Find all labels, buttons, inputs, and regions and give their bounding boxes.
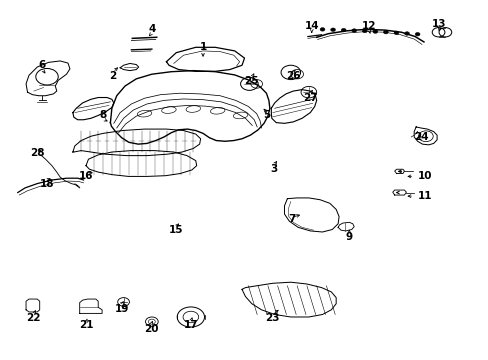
Circle shape bbox=[320, 28, 325, 31]
Text: 18: 18 bbox=[40, 179, 54, 189]
Text: 14: 14 bbox=[304, 21, 319, 31]
Text: 25: 25 bbox=[244, 76, 259, 86]
Text: 21: 21 bbox=[79, 320, 93, 330]
Text: 15: 15 bbox=[169, 225, 183, 235]
Text: 27: 27 bbox=[303, 93, 317, 103]
Circle shape bbox=[404, 32, 408, 35]
Text: 19: 19 bbox=[114, 304, 128, 314]
Text: 9: 9 bbox=[345, 232, 352, 242]
Text: 24: 24 bbox=[413, 132, 427, 142]
Text: 4: 4 bbox=[148, 24, 155, 35]
Circle shape bbox=[393, 31, 398, 35]
Circle shape bbox=[351, 29, 356, 32]
Text: 20: 20 bbox=[143, 324, 158, 334]
Circle shape bbox=[372, 30, 377, 33]
Text: 2: 2 bbox=[109, 71, 116, 81]
Text: 1: 1 bbox=[199, 42, 206, 52]
Text: 12: 12 bbox=[361, 21, 375, 31]
Circle shape bbox=[414, 32, 419, 36]
Text: 8: 8 bbox=[99, 111, 106, 121]
Text: 3: 3 bbox=[269, 164, 277, 174]
Circle shape bbox=[383, 30, 387, 34]
Text: 16: 16 bbox=[79, 171, 93, 181]
Text: 23: 23 bbox=[265, 313, 280, 323]
Text: 6: 6 bbox=[39, 60, 46, 70]
Text: 28: 28 bbox=[30, 148, 44, 158]
Circle shape bbox=[330, 28, 335, 32]
Circle shape bbox=[341, 28, 346, 32]
Text: 11: 11 bbox=[417, 191, 431, 201]
Text: 22: 22 bbox=[26, 313, 41, 323]
Text: 17: 17 bbox=[183, 320, 198, 330]
Text: 5: 5 bbox=[262, 111, 269, 121]
Text: 13: 13 bbox=[431, 19, 446, 29]
Text: 10: 10 bbox=[417, 171, 431, 181]
Text: 7: 7 bbox=[288, 215, 295, 224]
Circle shape bbox=[362, 29, 366, 33]
Text: 26: 26 bbox=[285, 71, 300, 81]
